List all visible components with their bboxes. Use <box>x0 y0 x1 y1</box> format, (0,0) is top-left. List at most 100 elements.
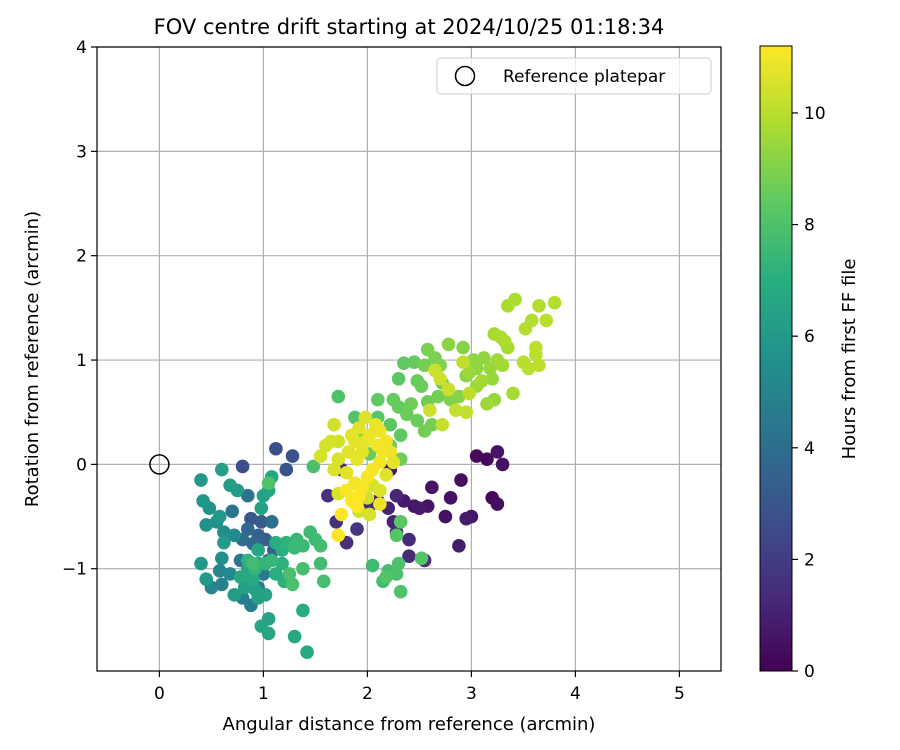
data-point <box>285 577 300 592</box>
colorbar-tick-label: 0 <box>804 662 815 682</box>
colorbar-ticks: 0 2 4 6 8 10 <box>792 104 826 682</box>
data-point <box>316 574 331 589</box>
data-point <box>480 397 494 411</box>
data-point <box>410 413 425 428</box>
colorbar-tick-label: 8 <box>804 216 815 236</box>
data-point <box>417 424 432 438</box>
data-point <box>212 509 227 524</box>
data-point <box>339 465 354 480</box>
data-point <box>383 417 398 432</box>
data-point <box>313 449 328 463</box>
data-point <box>373 497 387 511</box>
data-point <box>261 476 276 490</box>
data-point <box>282 567 297 581</box>
colorbar-tick-label: 2 <box>804 550 815 570</box>
data-point <box>327 462 341 477</box>
data-point <box>402 549 416 564</box>
data-point <box>223 478 237 493</box>
data-point <box>414 379 429 393</box>
data-point <box>212 564 227 578</box>
data-point <box>264 514 279 529</box>
data-point <box>412 501 427 516</box>
data-point <box>296 561 310 576</box>
data-point <box>215 551 229 566</box>
data-point <box>532 358 546 373</box>
data-point <box>227 588 242 602</box>
data-point <box>466 353 481 367</box>
data-point <box>371 438 385 453</box>
data-point <box>300 645 314 660</box>
data-point <box>264 553 279 568</box>
data-point <box>495 457 510 472</box>
data-point <box>355 445 370 459</box>
legend-marker-icon <box>454 65 476 87</box>
data-point <box>379 570 393 584</box>
data-point <box>235 459 250 474</box>
colorbar-tick-label: 4 <box>804 439 815 459</box>
data-point <box>433 372 448 386</box>
data-point <box>397 356 411 370</box>
data-point <box>508 292 522 307</box>
x-axis-ticks: 0 1 2 3 4 5 <box>154 671 685 704</box>
data-point <box>459 511 474 526</box>
data-point <box>285 449 300 463</box>
data-point <box>345 494 359 508</box>
legend: Reference platepar <box>436 57 712 95</box>
y-axis-ticks: −1 0 1 2 3 4 <box>62 38 97 580</box>
data-point <box>475 374 489 388</box>
data-point <box>287 629 302 644</box>
data-point <box>459 405 474 420</box>
data-point <box>389 528 404 543</box>
data-point <box>402 532 416 547</box>
data-point <box>485 372 500 386</box>
data-point <box>313 556 328 571</box>
data-point <box>469 449 484 463</box>
data-point <box>393 584 408 599</box>
data-point <box>246 572 260 586</box>
data-point <box>275 556 289 571</box>
data-point <box>327 417 341 432</box>
y-tick-label: 0 <box>76 455 87 475</box>
data-point <box>373 483 387 498</box>
data-point <box>521 361 536 376</box>
data-point <box>441 337 456 352</box>
data-point <box>237 580 252 595</box>
data-point <box>246 556 260 571</box>
data-point <box>524 313 539 328</box>
data-point <box>241 522 255 536</box>
data-point <box>495 358 510 373</box>
data-point <box>462 365 477 380</box>
data-point <box>199 572 213 586</box>
data-point <box>400 407 414 422</box>
data-point <box>350 522 364 536</box>
data-point <box>417 358 432 373</box>
data-point <box>407 355 422 369</box>
data-point <box>334 507 349 522</box>
data-point <box>371 392 385 407</box>
data-point <box>261 612 276 626</box>
data-point <box>251 543 265 557</box>
data-point <box>331 389 346 404</box>
data-point <box>196 494 210 508</box>
data-point <box>358 410 373 425</box>
data-point <box>373 424 387 438</box>
x-tick-label: 4 <box>570 684 581 704</box>
data-point <box>456 355 470 369</box>
data-point <box>348 410 362 425</box>
data-points <box>194 292 562 660</box>
data-point <box>279 462 294 477</box>
x-tick-label: 2 <box>362 684 373 704</box>
y-tick-label: 3 <box>76 142 87 162</box>
data-point <box>306 459 321 474</box>
data-point <box>389 488 404 503</box>
data-point <box>339 483 354 498</box>
data-point <box>506 386 520 401</box>
colorbar-tick-label: 10 <box>804 104 826 124</box>
data-point <box>462 386 477 401</box>
data-point <box>490 445 505 459</box>
reference-platepar-marker <box>149 454 170 475</box>
data-point <box>425 480 439 495</box>
data-point <box>404 397 418 411</box>
data-point <box>389 567 404 581</box>
plot-frame <box>96 46 722 672</box>
